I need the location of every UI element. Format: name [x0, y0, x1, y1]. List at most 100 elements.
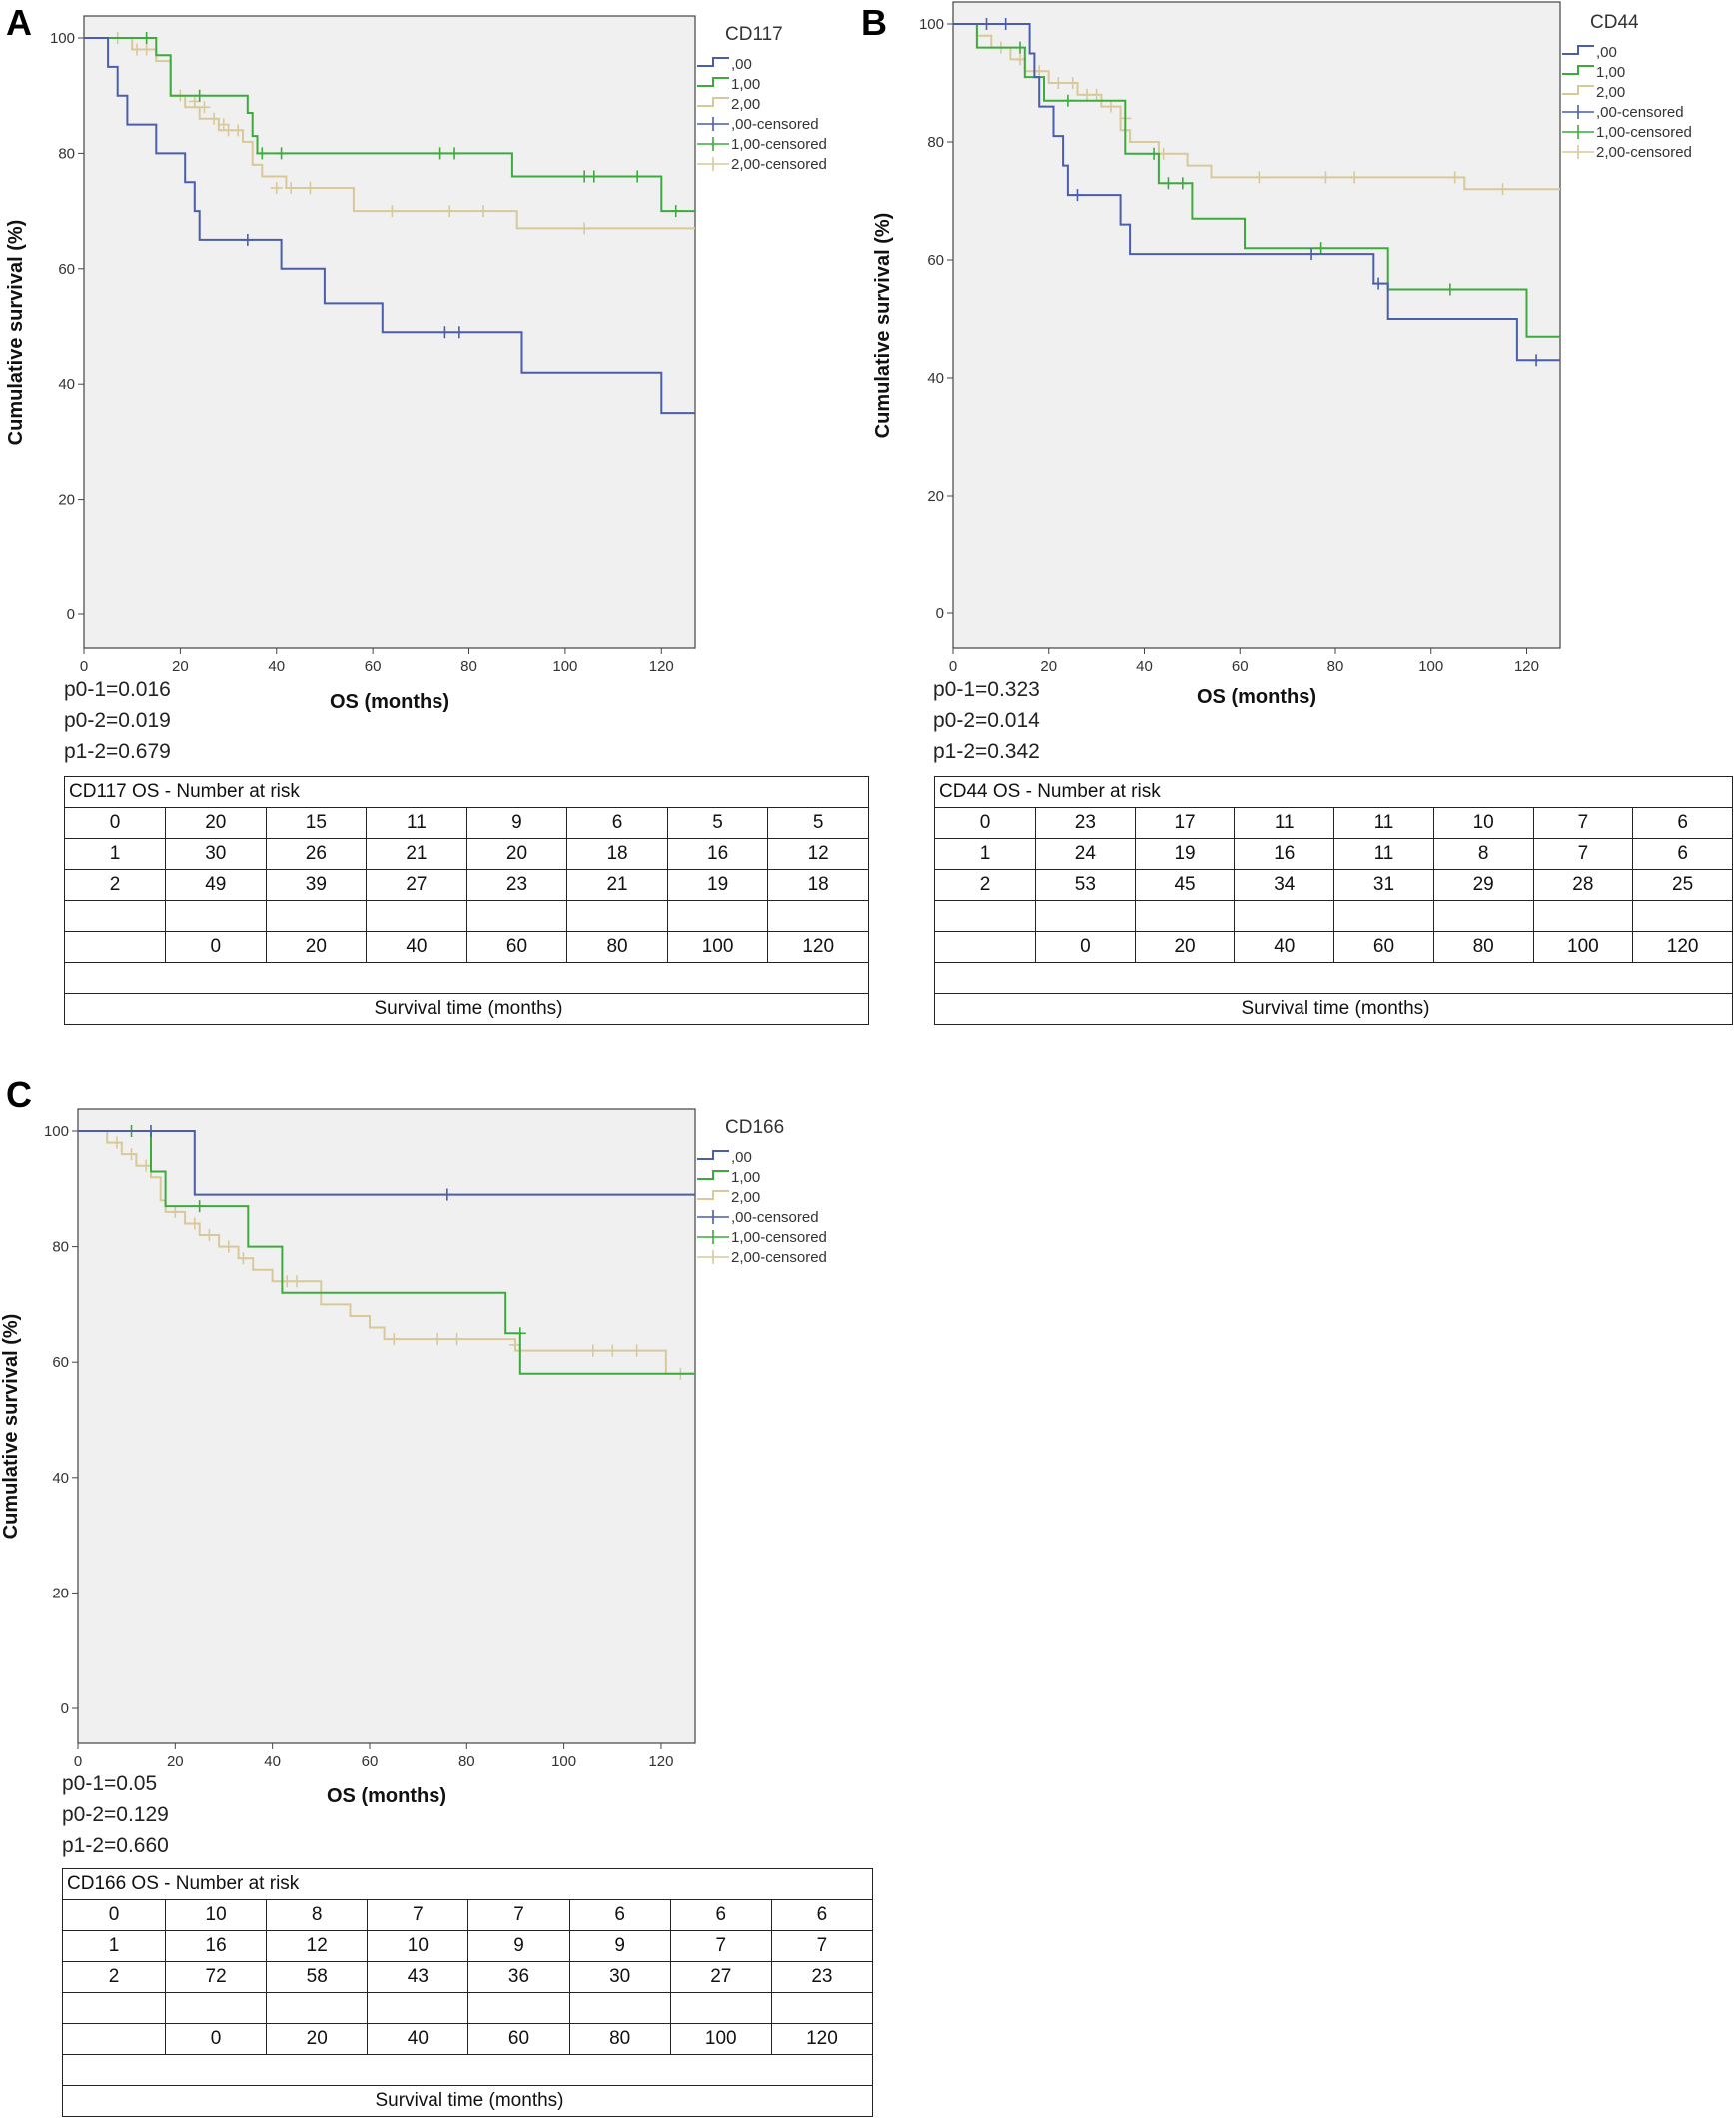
x-tick-label: 80 — [460, 658, 477, 675]
x-tick-label: 20 — [167, 1753, 184, 1770]
x-tick-label: 80 — [458, 1753, 475, 1770]
y-tick-label: 0 — [67, 606, 75, 623]
x-axis-label: OS (months) — [327, 1785, 446, 1807]
legend-label: 1,00 — [1596, 64, 1625, 81]
y-tick-label: 80 — [52, 1239, 69, 1256]
risk-row-group-2: 2 49 39 27 23 21 19 18 — [64, 869, 869, 901]
y-tick-label: 100 — [919, 16, 944, 33]
risk-time: 40 — [1234, 931, 1335, 963]
y-tick-label: 60 — [927, 252, 944, 269]
legend-swatch-2 — [697, 97, 729, 107]
risk-cell: 23 — [465, 869, 568, 901]
risk-cell: 12 — [266, 1930, 369, 1962]
risk-cell: 7 — [1532, 838, 1634, 870]
legend-label: 1,00-censored — [731, 1229, 827, 1246]
risk-cell: 11 — [1333, 838, 1434, 870]
legend-title: CD166 — [725, 1117, 784, 1138]
x-tick-label: 60 — [365, 658, 382, 675]
x-tick-label: 20 — [172, 658, 189, 675]
risk-cell: 27 — [669, 1961, 772, 1993]
pvalues-a: p0-1=0.016 p0-2=0.019 p1-2=0.679 — [64, 674, 171, 767]
x-tick-label: 120 — [649, 658, 674, 675]
legend-label: ,00-censored — [1596, 104, 1684, 121]
risk-row-group-1: 1 30 26 21 20 18 16 12 — [64, 838, 869, 870]
risk-cell: 6 — [1632, 807, 1733, 839]
risk-cell: 20 — [165, 807, 267, 839]
risk-group-label: 2 — [934, 869, 1036, 901]
risk-cell: 28 — [1532, 869, 1634, 901]
risk-blank-row — [62, 1992, 874, 2024]
legend-swatch-2 — [697, 1190, 729, 1200]
risk-time: 80 — [566, 931, 668, 963]
risk-group-label: 0 — [934, 807, 1036, 839]
risk-table-title: CD44 OS - Number at risk — [934, 776, 1733, 808]
x-tick-label: 100 — [551, 1753, 576, 1770]
risk-time: 120 — [767, 931, 869, 963]
risk-group-label: 0 — [64, 807, 166, 839]
y-axis-label: Cumulative survival (%) — [872, 213, 894, 439]
km-chart-b: 0 20 40 60 80 100 0 20 40 60 80 100 120 OS (months) Cu… — [872, 1, 1692, 708]
risk-cell: 5 — [767, 807, 869, 839]
risk-cell: 18 — [767, 869, 869, 901]
risk-time: 80 — [1432, 931, 1534, 963]
plot-area — [77, 1108, 696, 1744]
x-tick-label: 40 — [1136, 658, 1153, 675]
risk-group-label: 1 — [934, 838, 1036, 870]
x-tick-label: 120 — [1514, 658, 1539, 675]
legend-swatch-1 — [1562, 65, 1594, 75]
risk-row-group-1: 1 24 19 16 11 8 7 6 — [934, 838, 1733, 870]
legend-label: 2,00-censored — [1596, 144, 1692, 161]
km-curve-group-0 — [953, 23, 1560, 362]
risk-row-group-2: 2 53 45 34 31 29 28 25 — [934, 869, 1733, 901]
y-tick-label: 40 — [927, 370, 944, 387]
pvalue-1-2: p1-2=0.679 — [64, 740, 171, 763]
risk-table-footer: Survival time (months) — [62, 2085, 873, 2117]
risk-cell: 23 — [1035, 807, 1136, 839]
risk-cell: 31 — [1333, 869, 1434, 901]
km-chart-a: 0 20 40 60 80 100 0 20 40 60 80 100 120 OS (months) Cu… — [5, 15, 827, 713]
x-axis-label: OS (months) — [330, 691, 449, 713]
pvalue-1-2: p1-2=0.660 — [62, 1834, 169, 1857]
pvalue-0-2: p0-2=0.019 — [64, 709, 171, 732]
risk-cell: 16 — [164, 1930, 268, 1962]
pvalue-0-1: p0-1=0.05 — [62, 1772, 158, 1795]
pvalue-0-1: p0-1=0.323 — [933, 678, 1040, 701]
legend-label: 2,00-censored — [731, 156, 827, 173]
risk-blank-row — [934, 900, 1733, 932]
legend-swatch-0 — [697, 1150, 729, 1160]
risk-cell: 21 — [566, 869, 668, 901]
risk-row-group-0: 0 23 17 11 11 10 7 6 — [934, 807, 1733, 839]
legend-swatch-0 — [697, 57, 729, 67]
risk-table-a: CD117 OS - Number at risk 0 20 15 11 9 6… — [64, 776, 869, 1025]
pvalue-1-2: p1-2=0.342 — [933, 740, 1040, 763]
legend-label: 2,00 — [731, 96, 760, 113]
risk-time: 120 — [770, 2023, 874, 2055]
risk-cell: 58 — [266, 1961, 369, 1993]
y-tick-label: 40 — [58, 376, 75, 393]
pvalue-0-2: p0-2=0.014 — [933, 709, 1040, 732]
risk-row-group-1: 1 16 12 10 9 9 7 7 — [62, 1930, 874, 1962]
risk-cell: 10 — [164, 1899, 268, 1931]
x-tick-label: 120 — [648, 1753, 673, 1770]
x-tick-label: 20 — [1040, 658, 1057, 675]
risk-cell: 7 — [367, 1899, 469, 1931]
risk-cell: 9 — [568, 1930, 671, 1962]
risk-time: 0 — [1035, 931, 1136, 963]
risk-table-footer: Survival time (months) — [64, 993, 869, 1025]
risk-times-row: 0 20 40 60 80 100 120 — [64, 931, 869, 963]
risk-cell: 16 — [1234, 838, 1335, 870]
risk-cell: 17 — [1134, 807, 1236, 839]
risk-time: 60 — [467, 2023, 570, 2055]
risk-time: 20 — [266, 2023, 369, 2055]
pvalues-c: p0-1=0.05 p0-2=0.129 p1-2=0.660 — [62, 1768, 169, 1861]
risk-row-group-2: 2 72 58 43 36 30 27 23 — [62, 1961, 874, 1993]
y-axis-label: Cumulative survival (%) — [5, 220, 27, 446]
y-tick-label: 20 — [927, 488, 944, 505]
y-tick-label: 40 — [52, 1470, 69, 1487]
panel-letter-b: B — [861, 2, 887, 43]
risk-cell: 18 — [566, 838, 668, 870]
risk-group-label: 1 — [62, 1930, 166, 1962]
risk-time: 20 — [1134, 931, 1236, 963]
x-tick-label: 80 — [1327, 658, 1344, 675]
y-tick-label: 100 — [44, 1123, 69, 1140]
